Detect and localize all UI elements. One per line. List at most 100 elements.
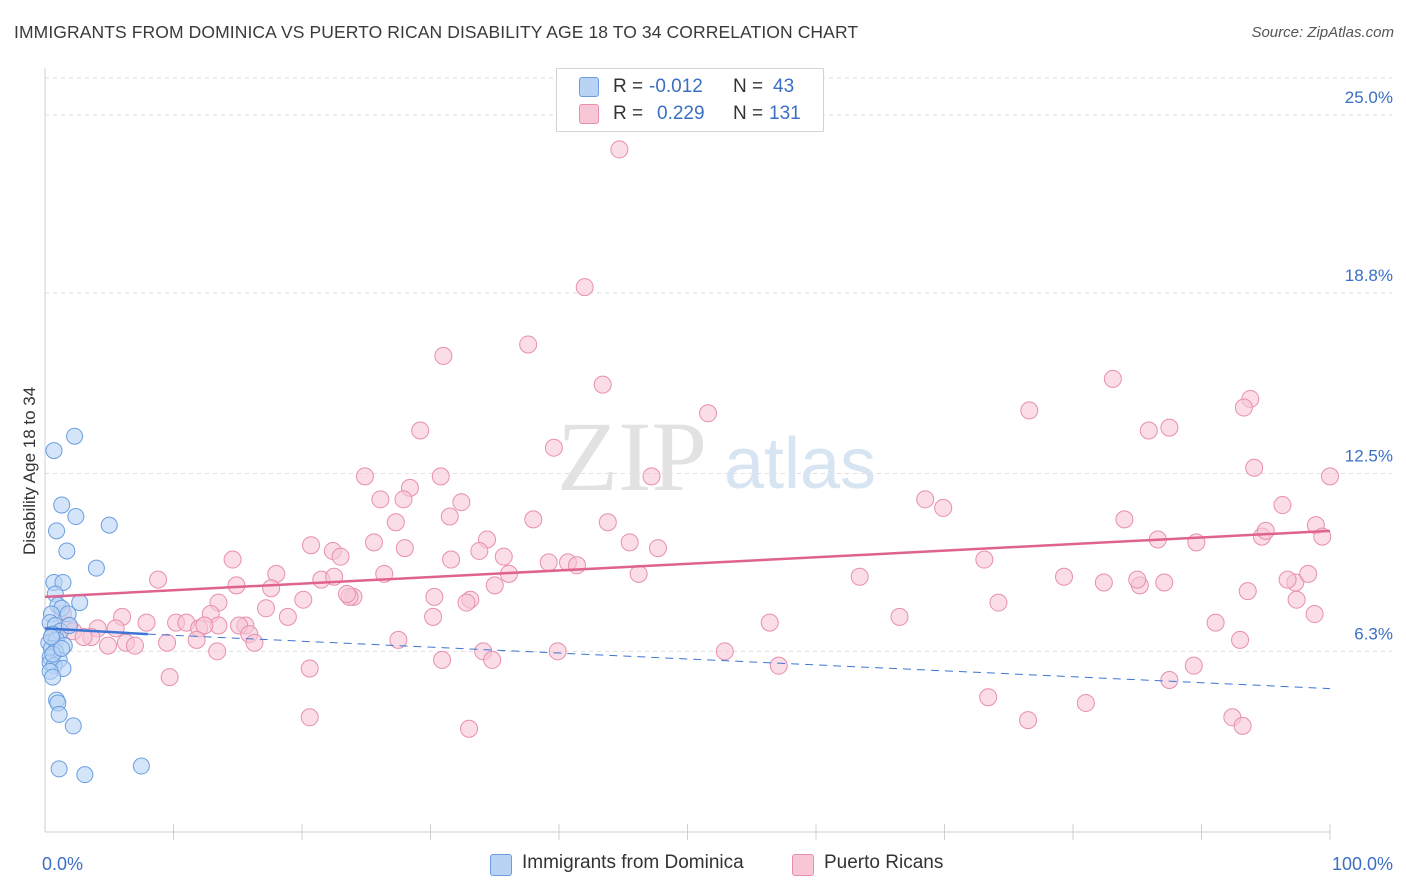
puerto-ricans-point	[125, 636, 144, 655]
puerto-ricans-point	[610, 140, 629, 159]
tick-labels: 6.3% 12.5% 18.8% 25.0% 0.0% 100.0%	[42, 88, 1393, 874]
puerto-ricans-point	[979, 688, 998, 707]
puerto-ricans-point	[262, 579, 281, 598]
puerto-ricans-point	[98, 636, 117, 655]
puerto-ricans-point	[975, 550, 994, 569]
legend-row-puerto-ricans: R = 0.229 N = 131	[557, 101, 823, 127]
puerto-ricans-point	[593, 375, 612, 394]
dominica-point	[53, 496, 71, 514]
y-tick-label: 18.8%	[1345, 266, 1393, 285]
puerto-ricans-point	[434, 346, 453, 365]
puerto-ricans-point	[1299, 564, 1318, 583]
puerto-ricans-point	[539, 553, 558, 572]
puerto-ricans-point	[575, 278, 594, 297]
puerto-ricans-point	[620, 533, 639, 552]
puerto-ricans-point	[425, 587, 444, 606]
watermark-atlas: atlas	[724, 424, 876, 504]
puerto-ricans-point	[699, 404, 718, 423]
puerto-ricans-point	[1155, 573, 1174, 592]
trend-lines	[44, 529, 1331, 690]
puerto-ricans-point	[1103, 369, 1122, 388]
x-tick-label: 0.0%	[42, 854, 83, 874]
dominica-point	[50, 705, 68, 723]
puerto-ricans-point	[208, 642, 227, 661]
puerto-ricans-point	[187, 630, 206, 649]
puerto-ricans-point	[149, 570, 168, 589]
puerto-ricans-point	[301, 536, 320, 555]
puerto-ricans-point	[411, 421, 430, 440]
puerto-ricans-point	[1076, 693, 1095, 712]
legend-series-label: Immigrants from Dominica	[522, 852, 744, 873]
puerto-ricans-point	[223, 550, 242, 569]
legend-swatch-pink	[792, 854, 814, 876]
puerto-ricans-point	[452, 493, 471, 512]
puerto-ricans-point	[567, 556, 586, 575]
legend-r-value: 0.229	[657, 103, 705, 124]
dominica-point	[45, 442, 63, 460]
puerto-ricans-point	[160, 668, 179, 687]
puerto-ricans-point	[1234, 398, 1253, 417]
puerto-ricans-point	[1238, 582, 1257, 601]
puerto-ricans-point	[1273, 496, 1292, 515]
puerto-ricans-point	[227, 576, 246, 595]
puerto-ricans-point	[1278, 570, 1297, 589]
puerto-ricans-point	[1245, 458, 1264, 477]
dominica-trend-extension	[147, 633, 1331, 690]
puerto-ricans-point	[394, 490, 413, 509]
puerto-ricans-point	[642, 467, 661, 486]
puerto-ricans-point	[1139, 421, 1158, 440]
puerto-ricans-point	[389, 630, 408, 649]
puerto-ricans-point	[934, 498, 953, 517]
grid-lines	[45, 77, 1392, 652]
dominica-point	[53, 639, 71, 657]
legend-n-label: N =	[733, 76, 764, 97]
legend-r-value: -0.012	[649, 76, 703, 97]
legend-n-value: 43	[773, 76, 795, 97]
puerto-ricans-point	[1287, 590, 1306, 609]
dominica-point	[67, 508, 85, 526]
puerto-ricans-point	[257, 599, 276, 618]
puerto-ricans-point	[1128, 570, 1147, 589]
puerto-ricans-point	[106, 619, 125, 638]
legend-swatch-blue	[579, 77, 599, 97]
y-tick-label: 25.0%	[1345, 88, 1393, 107]
puerto-ricans-point	[300, 708, 319, 727]
puerto-ricans-point	[74, 627, 93, 646]
puerto-ricans-point	[1184, 656, 1203, 675]
puerto-ricans-point	[433, 650, 452, 669]
puerto-ricans-point	[1115, 510, 1134, 529]
dominica-point	[48, 522, 66, 540]
puerto-ricans-point	[371, 490, 390, 509]
y-tick-label: 6.3%	[1354, 624, 1393, 643]
puerto-ricans-point	[294, 590, 313, 609]
dominica-point	[44, 668, 62, 686]
puerto-ricans-point	[137, 613, 156, 632]
puerto-ricans-point	[598, 513, 617, 532]
puerto-ricans-point	[355, 467, 374, 486]
puerto-ricans-point	[386, 513, 405, 532]
puerto-ricans-point	[442, 550, 461, 569]
legend-r-label: R =	[613, 103, 644, 124]
dominica-point	[66, 427, 84, 445]
legend-n-label: N =	[733, 103, 764, 124]
puerto-ricans-point	[548, 642, 567, 661]
puerto-ricans-point	[331, 547, 350, 566]
puerto-ricans-point	[989, 593, 1008, 612]
legend-series-label: Puerto Ricans	[824, 852, 944, 873]
puerto-ricans-point	[457, 593, 476, 612]
puerto-ricans-trend-line	[44, 529, 1331, 599]
correlation-legend: R = -0.012 N = 43 R = 0.229 N = 131	[556, 68, 824, 132]
puerto-ricans-point	[1321, 467, 1339, 486]
series-legend: Immigrants from Dominica Puerto Ricans	[0, 850, 1406, 880]
x-tick-label: 100.0%	[1332, 854, 1393, 874]
legend-row-dominica: R = -0.012 N = 43	[557, 74, 823, 100]
puerto-ricans-point	[278, 607, 297, 626]
dominica-point	[132, 757, 150, 775]
dominica-point	[50, 760, 68, 778]
puerto-ricans-point	[1094, 573, 1113, 592]
puerto-ricans-point	[1055, 567, 1074, 586]
dominica-point	[71, 594, 89, 612]
dominica-point	[76, 766, 94, 784]
puerto-ricans-point	[460, 719, 479, 738]
